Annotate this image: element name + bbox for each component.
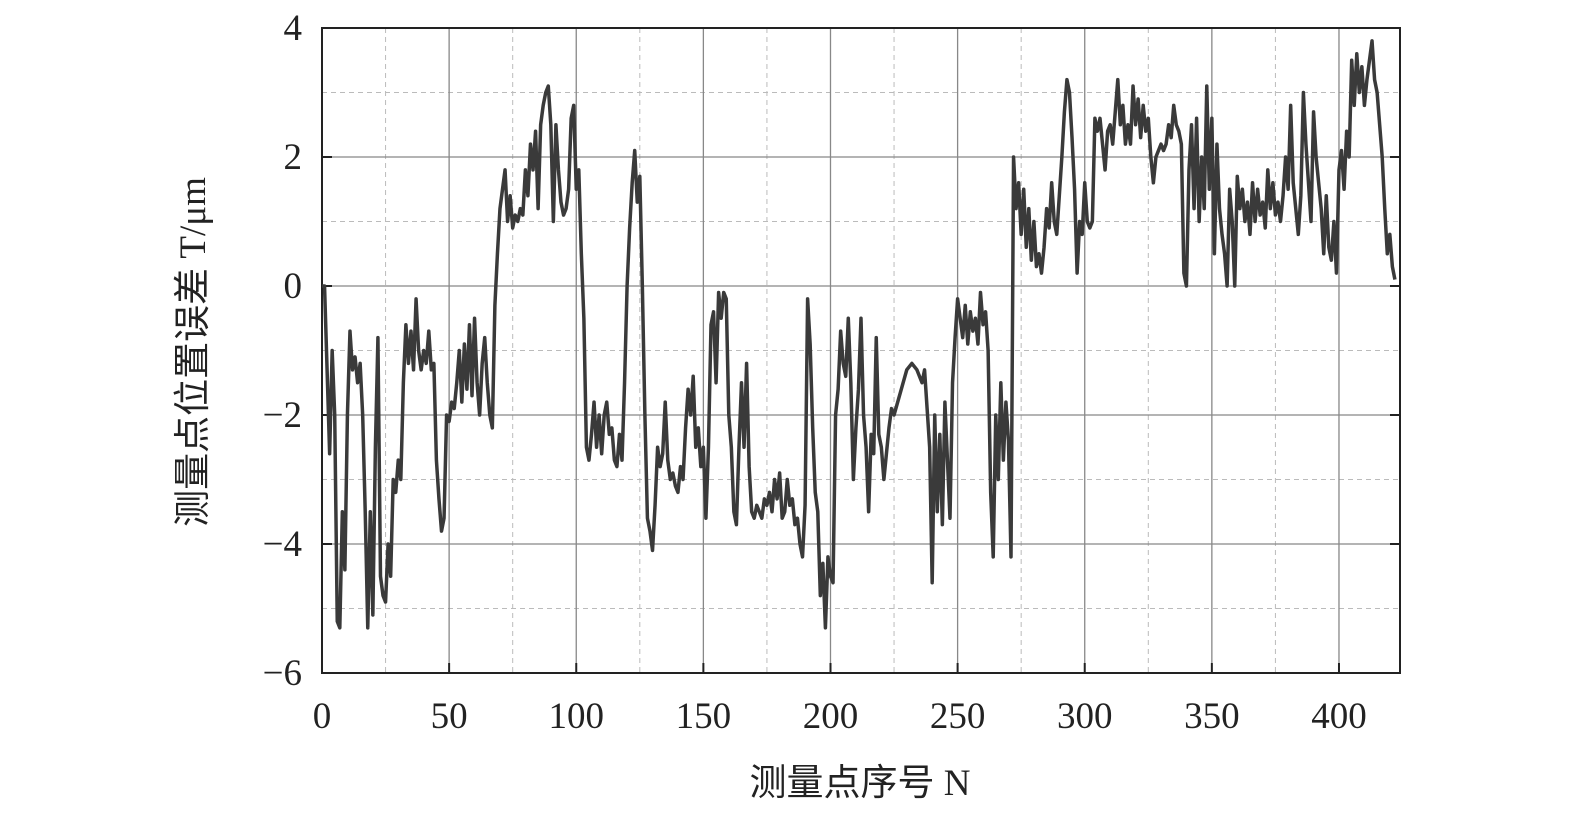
y-tick-label: −4 (263, 524, 302, 565)
x-tick-label: 100 (548, 696, 604, 737)
plot-frame (321, 27, 1401, 674)
x-tick-label: 200 (803, 696, 859, 737)
y-tick-label: 0 (284, 266, 303, 307)
y-tick-label: −2 (263, 395, 302, 436)
data-line (322, 39, 1397, 630)
x-tick-label: 0 (313, 696, 332, 737)
x-tick-label: 250 (930, 696, 986, 737)
x-tick-label: 50 (431, 696, 468, 737)
y-tick-label: −6 (263, 653, 302, 694)
x-tick-label: 300 (1057, 696, 1113, 737)
x-axis-label: 测量点序号 N (750, 762, 971, 804)
y-axis-label: 测量点位置误差 T/μm (172, 177, 214, 527)
x-tick-label: 150 (676, 696, 732, 737)
x-tick-label: 350 (1184, 696, 1240, 737)
y-tick-label: 2 (284, 137, 303, 178)
y-tick-label: 4 (284, 8, 303, 49)
x-tick-label: 400 (1311, 696, 1367, 737)
